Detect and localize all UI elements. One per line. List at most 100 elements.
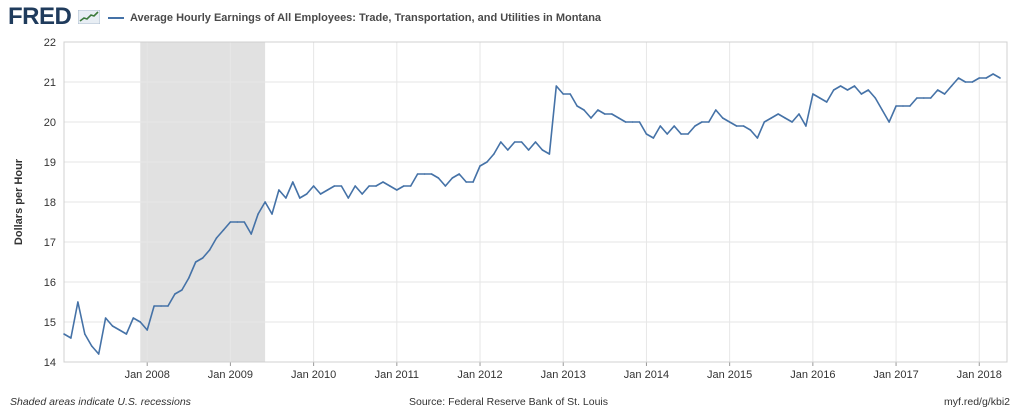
line-chart: 14 15 16 17 18 19 20 21 22 Jan 2008 Jan 2009 Jan 20… xyxy=(13,37,1008,381)
x-tick-label: Jan 2014 xyxy=(624,369,669,381)
data-point xyxy=(340,185,343,187)
data-point xyxy=(229,221,232,223)
data-point xyxy=(569,93,571,95)
data-point xyxy=(701,121,703,123)
data-point xyxy=(909,105,911,107)
series-line xyxy=(63,73,1001,355)
data-point xyxy=(798,113,800,115)
data-point xyxy=(215,237,218,239)
x-tick-label: Jan 2012 xyxy=(457,369,502,381)
data-point xyxy=(971,81,974,83)
data-point xyxy=(645,133,648,135)
data-point xyxy=(576,105,578,107)
data-point xyxy=(860,93,863,95)
data-point xyxy=(375,185,377,187)
data-point xyxy=(812,93,814,95)
data-point xyxy=(756,137,759,139)
data-point xyxy=(77,301,79,303)
data-point xyxy=(451,177,454,179)
data-point xyxy=(520,141,523,143)
y-tick-label: 20 xyxy=(44,117,56,129)
data-point xyxy=(610,113,613,115)
data-point xyxy=(264,201,266,203)
data-point xyxy=(181,289,183,291)
data-point xyxy=(423,173,426,175)
data-point xyxy=(950,85,953,87)
data-point xyxy=(139,321,142,323)
data-point xyxy=(368,185,370,187)
data-point xyxy=(493,153,495,155)
x-tick-label: Jan 2013 xyxy=(541,369,586,381)
data-point xyxy=(832,89,835,91)
data-point xyxy=(84,333,86,335)
x-tick-label: Jan 2018 xyxy=(957,369,1002,381)
data-point xyxy=(271,213,273,215)
y-tick-label: 16 xyxy=(44,277,56,289)
data-point xyxy=(617,117,620,119)
data-point xyxy=(347,197,350,199)
data-point xyxy=(943,93,946,95)
data-point xyxy=(402,185,405,187)
chart-legend: Average Hourly Earnings of All Employees… xyxy=(108,10,601,26)
data-point xyxy=(465,181,467,183)
data-point xyxy=(250,233,253,235)
data-point xyxy=(118,329,121,331)
data-point xyxy=(201,257,204,259)
data-point xyxy=(874,97,877,99)
data-point xyxy=(936,89,939,91)
data-point xyxy=(194,261,197,263)
data-point xyxy=(513,141,516,143)
data-point xyxy=(500,141,502,143)
data-point xyxy=(770,117,773,119)
y-tick-label: 18 xyxy=(44,197,56,209)
data-point xyxy=(763,121,766,123)
legend-series-label: Average Hourly Earnings of All Employees… xyxy=(130,12,602,24)
data-point xyxy=(992,73,994,75)
data-point xyxy=(652,137,655,139)
data-point xyxy=(555,85,558,87)
data-point xyxy=(486,161,488,163)
data-point xyxy=(396,189,398,191)
data-point xyxy=(333,185,336,187)
y-tick-label: 17 xyxy=(44,237,56,249)
data-point xyxy=(389,185,391,187)
data-point xyxy=(735,125,738,127)
data-point xyxy=(188,277,190,279)
y-tick-label: 21 xyxy=(44,77,56,89)
data-point xyxy=(527,149,530,151)
data-point xyxy=(111,325,114,327)
data-point xyxy=(125,333,128,335)
data-point xyxy=(243,221,246,223)
data-point xyxy=(714,109,717,111)
data-point xyxy=(236,221,239,223)
data-point xyxy=(631,121,634,123)
x-tick-label: Jan 2011 xyxy=(375,369,419,381)
data-point xyxy=(222,229,225,231)
fred-logo[interactable]: FRED xyxy=(8,4,104,30)
fred-logo-graph-icon xyxy=(78,10,100,24)
data-point xyxy=(583,109,585,111)
data-point xyxy=(659,125,662,127)
data-point xyxy=(312,185,315,187)
data-point xyxy=(916,97,918,99)
data-point xyxy=(506,149,509,151)
data-point xyxy=(680,133,682,135)
data-point xyxy=(805,125,807,127)
short-url-link[interactable]: myf.red/g/kbi2 xyxy=(944,396,1010,408)
data-point xyxy=(791,121,793,123)
data-point xyxy=(458,173,461,175)
source-note: Source: Federal Reserve Bank of St. Loui… xyxy=(409,396,609,408)
data-point xyxy=(146,329,149,331)
data-point xyxy=(437,177,440,179)
data-point xyxy=(153,305,155,307)
x-tick-label: Jan 2009 xyxy=(208,369,253,381)
data-point xyxy=(728,121,731,123)
data-point xyxy=(687,133,689,135)
data-point xyxy=(749,129,752,131)
data-point xyxy=(174,293,176,295)
data-point xyxy=(818,97,821,99)
x-tick-label: Jan 2008 xyxy=(125,369,170,381)
data-point xyxy=(708,121,710,123)
data-point xyxy=(104,317,107,319)
data-point xyxy=(285,197,287,199)
